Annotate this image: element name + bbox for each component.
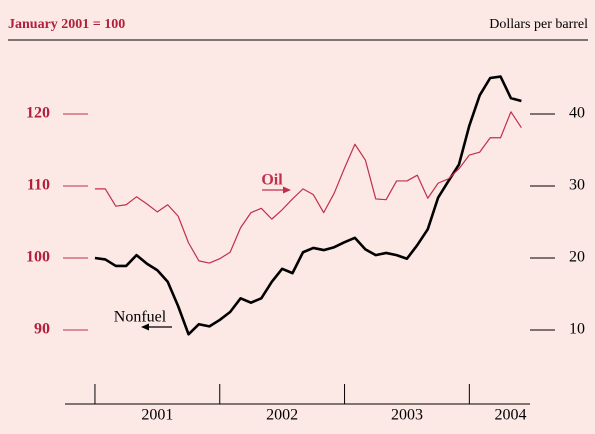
y-tick-label: 90 bbox=[34, 321, 50, 338]
y-tick-label: 120 bbox=[26, 105, 50, 122]
y2-axis-title: Dollars per barrel bbox=[489, 17, 588, 32]
y2-tick-label: 10 bbox=[569, 321, 585, 338]
line-series bbox=[94, 75, 522, 336]
y-tick-label: 110 bbox=[27, 177, 50, 194]
oil-arrow bbox=[262, 186, 291, 194]
x-tick-label: 2004 bbox=[495, 407, 527, 424]
y2-tick-label: 40 bbox=[569, 105, 585, 122]
y-tick-label: 100 bbox=[26, 249, 50, 266]
y2-tick-label: 20 bbox=[569, 249, 585, 266]
line-series bbox=[94, 111, 522, 264]
x-tick-label: 2003 bbox=[391, 407, 423, 424]
x-tick-label: 2001 bbox=[141, 407, 173, 424]
nonfuel-arrow bbox=[141, 323, 172, 331]
annotation: Oil bbox=[261, 172, 283, 189]
y-axis-title: January 2001 = 100 bbox=[8, 17, 125, 32]
x-tick-label: 2002 bbox=[266, 407, 298, 424]
annotation: Nonfuel bbox=[114, 309, 167, 326]
y2-tick-label: 30 bbox=[569, 177, 585, 194]
